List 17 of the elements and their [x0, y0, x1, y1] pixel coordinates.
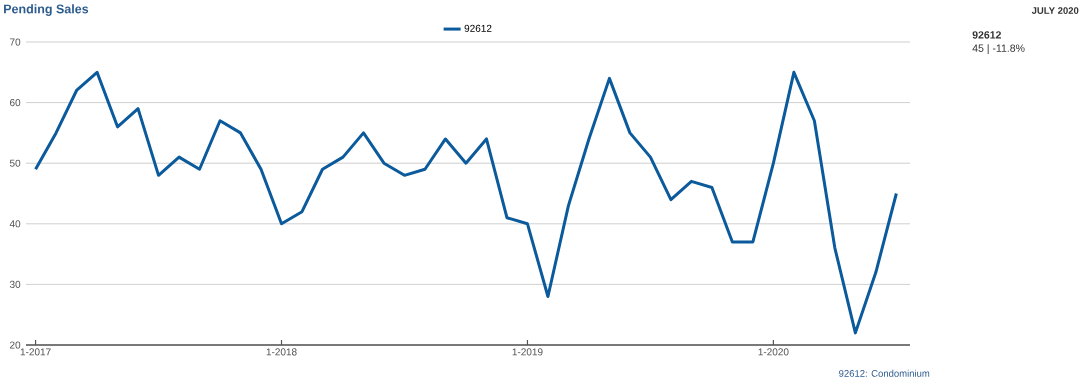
text: 92612	[972, 31, 1001, 39]
y-tick-label: 40	[9, 220, 21, 228]
text: 92612: Condominium	[839, 369, 930, 377]
text: JULY 2020	[1031, 7, 1079, 14]
y-tick-label: 50	[9, 159, 21, 167]
y-tick-label: 60	[10, 99, 21, 107]
text: 45 | -11.8%	[972, 44, 1025, 55]
y-tick-label: 20	[10, 341, 21, 349]
chart-title: Pending Sales	[4, 4, 89, 16]
y-tick-label: 70	[10, 38, 21, 46]
legend-label: 92612	[464, 24, 492, 32]
x-tick-label: 1-2020	[758, 348, 789, 356]
line-series	[34, 70, 898, 335]
x-tick-label: 1-2018	[266, 348, 297, 356]
x-tick-label: 1-2019	[512, 348, 543, 356]
x-tick-label: 1-2017	[20, 348, 51, 356]
y-tick-label: 30	[9, 280, 21, 288]
